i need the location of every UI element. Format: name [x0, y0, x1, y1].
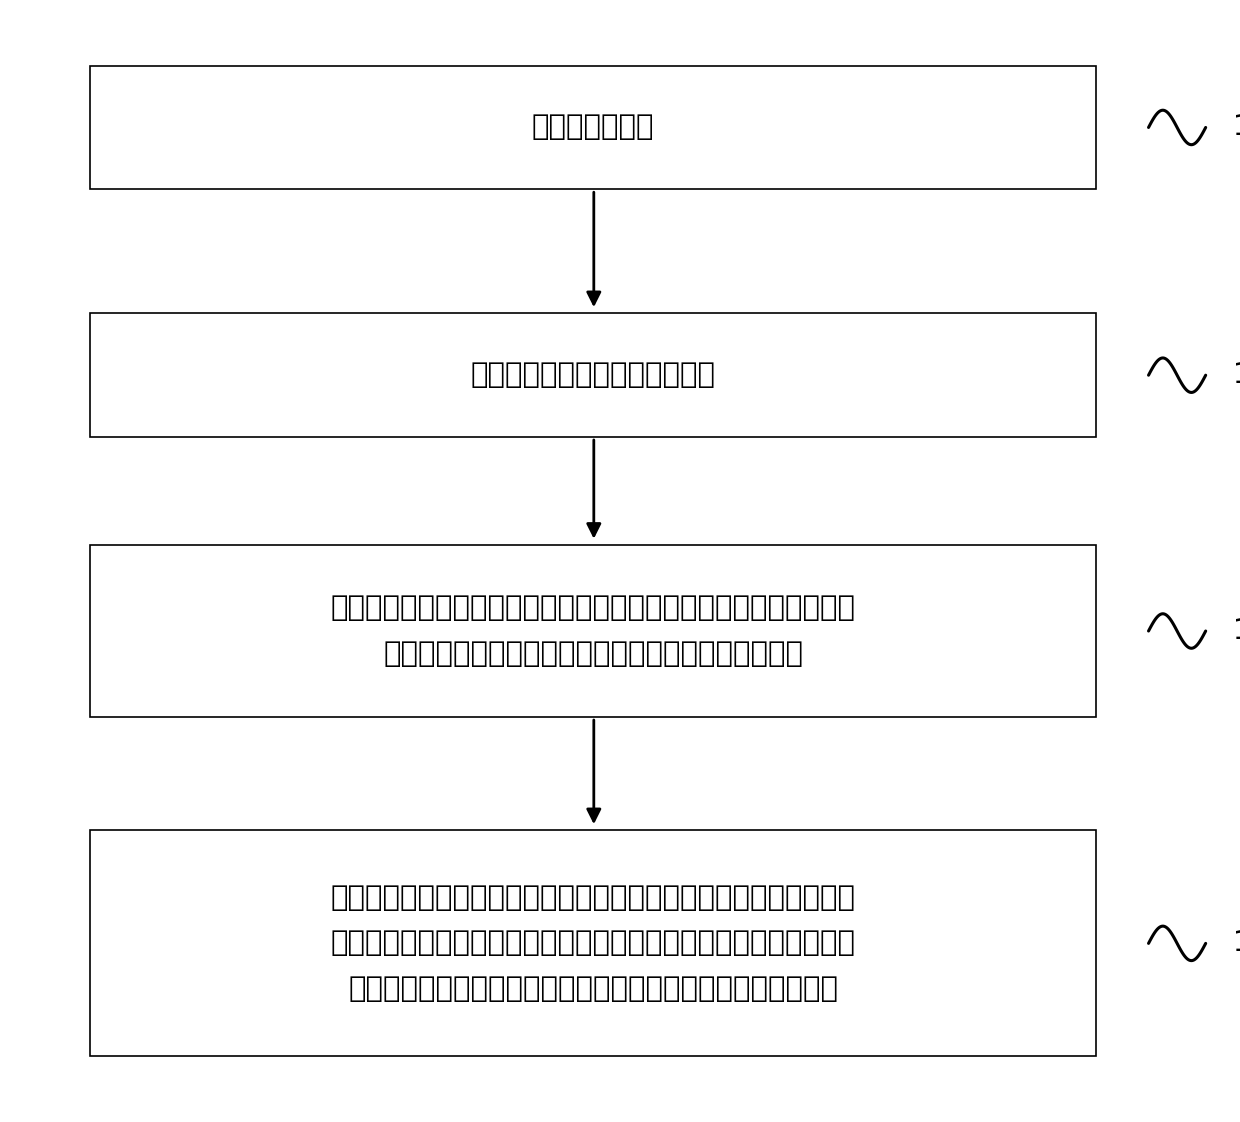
Bar [91, 65, 1096, 190]
Text: 在所述有源层远离所述玻璃基板的一侧设置第一绮缘层和栅极层，所: 在所述有源层远离所述玻璃基板的一侧设置第一绮缘层和栅极层，所 [331, 595, 856, 623]
Bar [91, 830, 1096, 1057]
Text: 设置源极、漏极以及第二绮缘层，所述源极和所述漏极与所述有源层: 设置源极、漏极以及第二绮缘层，所述源极和所述漏极与所述有源层 [331, 884, 856, 912]
Text: 提供一玻璃基板: 提供一玻璃基板 [532, 113, 655, 141]
Text: 述栅极层设置于所述第一绮缘层远离所述玻璃基板一侧: 述栅极层设置于所述第一绮缘层远离所述玻璃基板一侧 [383, 640, 804, 668]
Text: 连接；所述第二绮缘层覆盖所述栅极层、所述源极和所述漏极，所述: 连接；所述第二绮缘层覆盖所述栅极层、所述源极和所述漏极，所述 [331, 929, 856, 957]
Text: 在所述玻璃基板表面设置有源层: 在所述玻璃基板表面设置有源层 [471, 361, 715, 389]
Text: 120: 120 [1233, 361, 1240, 389]
Text: 110: 110 [1233, 113, 1240, 141]
Bar [91, 313, 1096, 438]
Bar [91, 545, 1096, 717]
Text: 第二绮缘层上设置有通孔，所述通孔裸露出所述源极和所述漏极: 第二绮缘层上设置有通孔，所述通孔裸露出所述源极和所述漏极 [348, 975, 838, 1003]
Text: 140: 140 [1233, 929, 1240, 957]
Text: 130: 130 [1233, 617, 1240, 645]
